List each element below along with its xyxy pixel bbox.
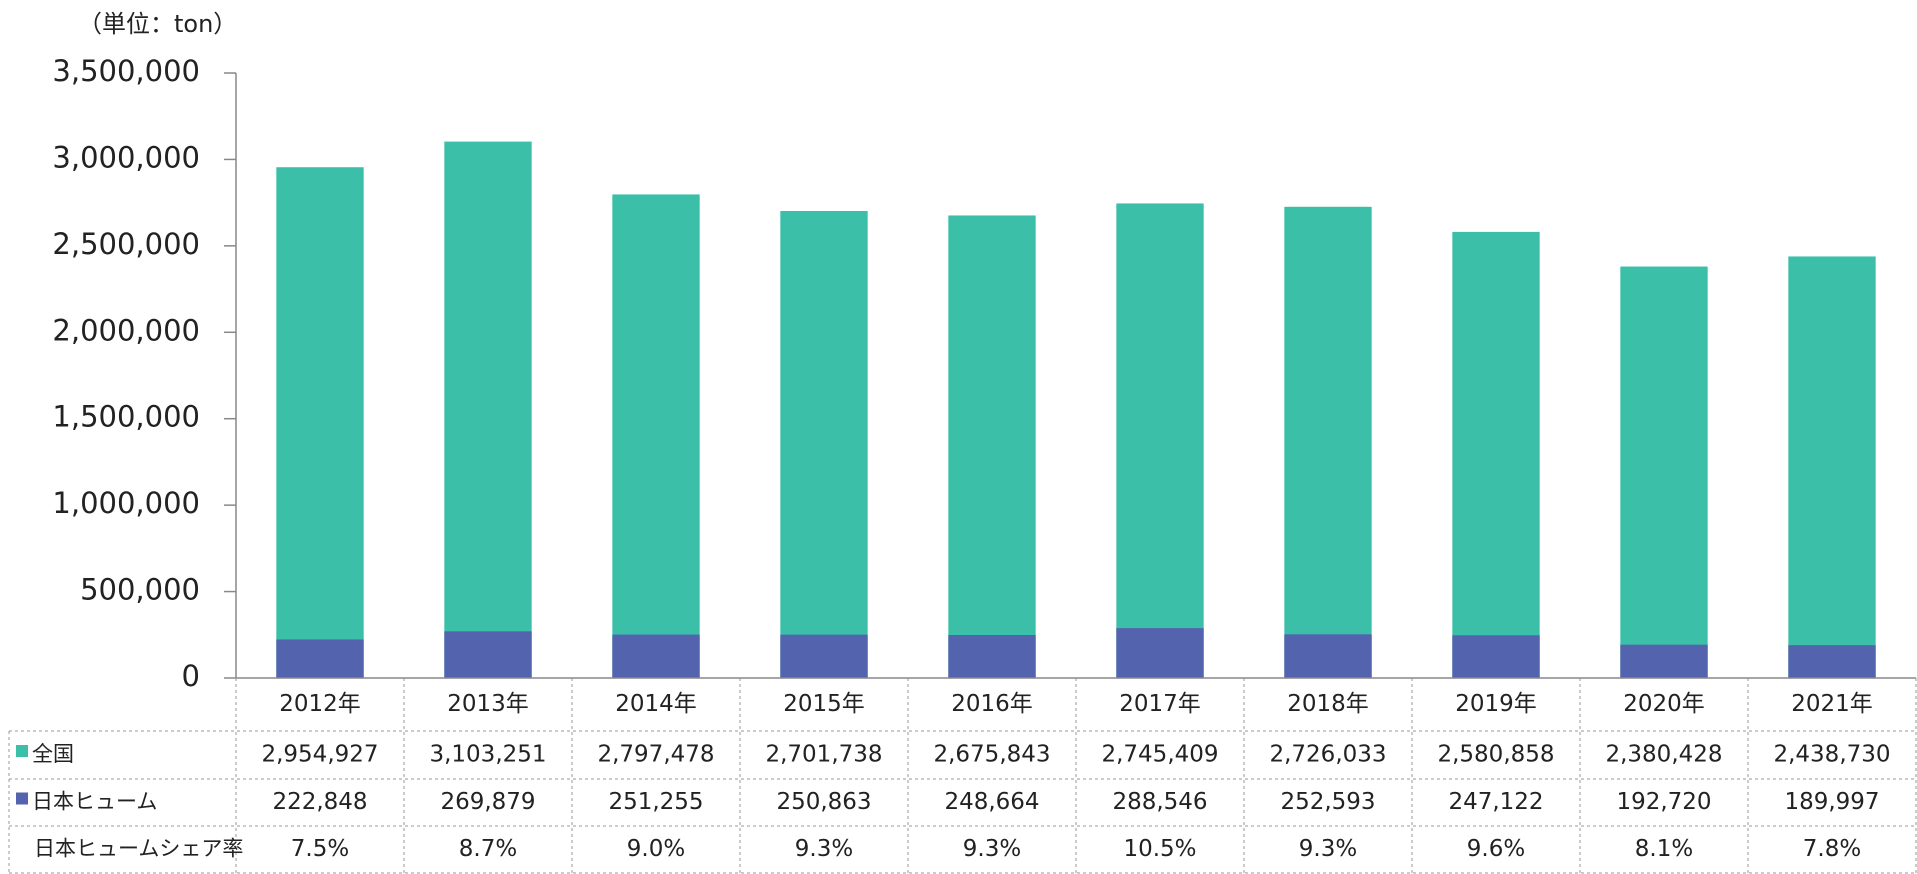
table-cell: 9.3% [795, 836, 853, 862]
table-cell: 2,438,730 [1773, 742, 1890, 768]
row-label: 日本ヒュームシェア率 [34, 837, 243, 861]
x-tick-label: 2019年 [1455, 691, 1537, 717]
bar [1284, 634, 1372, 678]
table-cell: 2,797,478 [597, 742, 714, 768]
bar [1116, 203, 1204, 678]
y-tick-label: 2,000,000 [52, 313, 200, 347]
bar [1788, 256, 1876, 678]
y-tick-label: 3,500,000 [52, 54, 200, 88]
table-cell: 7.8% [1803, 836, 1861, 862]
bar [948, 215, 1036, 678]
table-cell: 288,546 [1112, 789, 1207, 815]
table-cell: 2,701,738 [765, 742, 882, 768]
bar [1620, 644, 1708, 678]
x-tick-label: 2014年 [615, 691, 697, 717]
legend-swatch [16, 745, 28, 757]
bar [276, 639, 364, 678]
table-cell: 9.3% [963, 836, 1021, 862]
table-cell: 2,380,428 [1605, 742, 1722, 768]
bar [1284, 206, 1372, 679]
x-tick-label: 2016年 [951, 691, 1033, 717]
x-tick-label: 2015年 [783, 691, 865, 717]
unit-label: （単位：ton） [78, 10, 237, 38]
bar [1452, 231, 1540, 679]
table-cell: 7.5% [291, 836, 349, 862]
legend-swatch [16, 792, 28, 805]
table-cell: 192,720 [1616, 789, 1711, 815]
table-cell: 9.3% [1299, 836, 1357, 862]
table-cell: 250,863 [776, 789, 871, 815]
table-cell: 251,255 [608, 789, 703, 815]
table-cell: 8.7% [459, 836, 517, 862]
y-tick-label: 3,000,000 [52, 140, 200, 174]
x-tick-label: 2017年 [1119, 691, 1201, 717]
bar [948, 635, 1036, 678]
table-cell: 248,664 [944, 789, 1039, 815]
legend-label: 全国 [32, 742, 74, 766]
table-cell: 2,675,843 [933, 742, 1050, 768]
table-cell: 8.1% [1635, 836, 1693, 862]
bar [444, 141, 532, 678]
table-cell: 9.0% [627, 836, 685, 862]
bar [780, 210, 868, 678]
bar [780, 634, 868, 678]
bar [1620, 266, 1708, 678]
y-tick-label: 1,000,000 [52, 486, 200, 520]
table-cell: 3,103,251 [429, 742, 546, 768]
y-tick-label: 0 [182, 659, 200, 693]
bar [1116, 628, 1204, 678]
bar [444, 631, 532, 678]
table-cell: 269,879 [440, 789, 535, 815]
bar [612, 194, 700, 678]
table-cell: 189,997 [1784, 789, 1879, 815]
table-cell: 252,593 [1280, 789, 1375, 815]
table-cell: 222,848 [272, 789, 367, 815]
legend-label: 日本ヒューム [32, 790, 157, 814]
y-tick-label: 500,000 [80, 573, 200, 607]
y-tick-label: 2,500,000 [52, 227, 200, 261]
bar [612, 634, 700, 678]
x-tick-label: 2020年 [1623, 691, 1705, 717]
bar [1788, 645, 1876, 678]
table-cell: 2,745,409 [1101, 742, 1218, 768]
x-tick-label: 2013年 [447, 691, 529, 717]
bar [276, 167, 364, 678]
table-cell: 2,580,858 [1437, 742, 1554, 768]
x-tick-label: 2018年 [1287, 691, 1369, 717]
table-cell: 247,122 [1448, 789, 1543, 815]
bar [1452, 635, 1540, 678]
table-cell: 2,726,033 [1269, 742, 1386, 768]
table-cell: 2,954,927 [261, 742, 378, 768]
x-tick-label: 2012年 [279, 691, 361, 717]
x-tick-label: 2021年 [1791, 691, 1873, 717]
table-cell: 9.6% [1467, 836, 1525, 862]
table-cell: 10.5% [1123, 836, 1196, 862]
y-tick-label: 1,500,000 [52, 400, 200, 434]
